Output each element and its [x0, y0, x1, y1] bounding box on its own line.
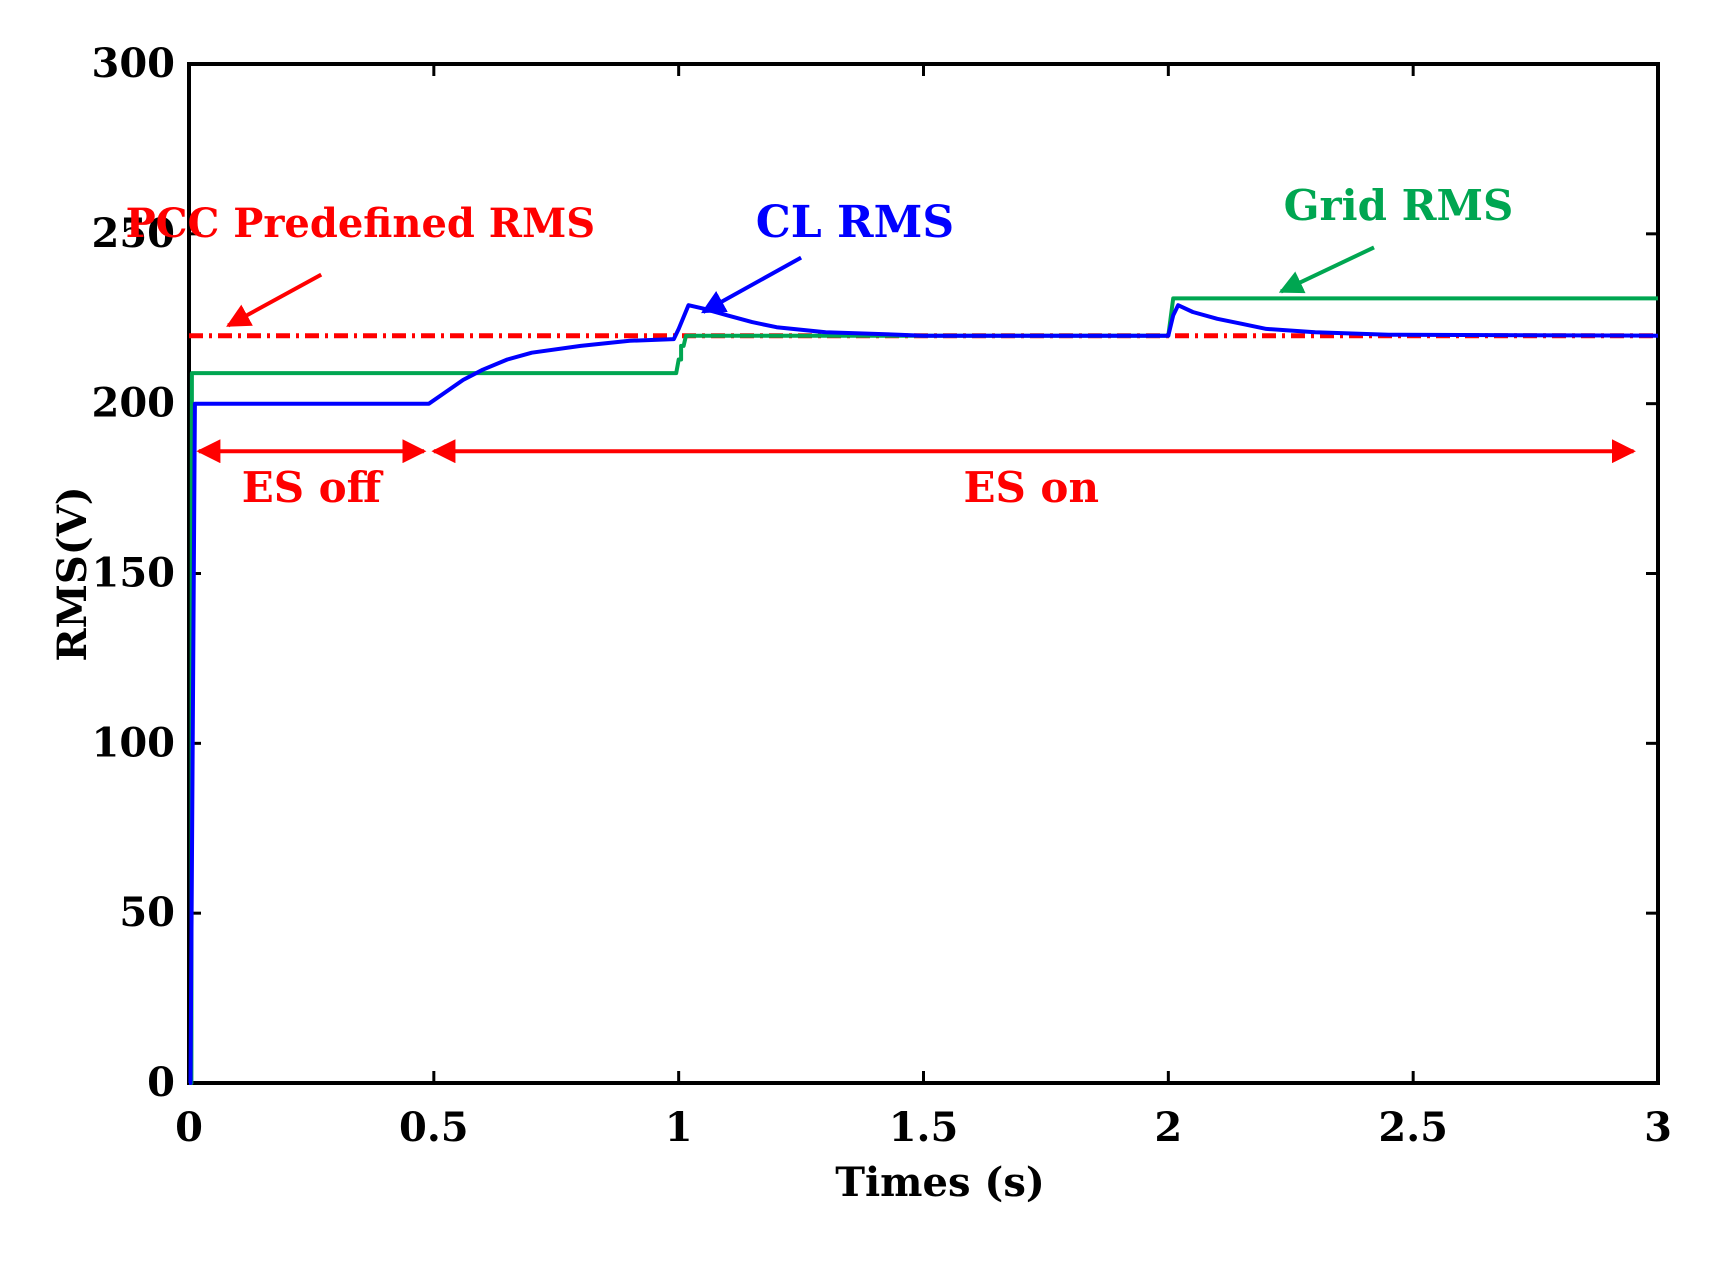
y-tick-label: 50 [119, 889, 175, 936]
arrow-grid-rms [1278, 245, 1375, 294]
label-cl-rms: CL RMS [756, 197, 954, 248]
label-pcc-predefined-rms: PCC Predefined RMS [126, 200, 596, 247]
y-tick-label: 150 [92, 550, 176, 597]
plot-frame [187, 62, 1660, 1085]
x-axis-ticks: 0 0.5 1 1.5 2 2.5 3 [175, 64, 1672, 1151]
y-axis-title: RMS(V) [49, 486, 96, 661]
series-cl-rms [188, 303, 1659, 1085]
x-tick-label: 3 [1644, 1104, 1672, 1151]
label-grid-rms: Grid RMS [1284, 181, 1514, 230]
arrow-cl-rms [701, 255, 803, 314]
y-tick-label: 300 [92, 40, 176, 87]
y-axis-ticks: 0 50 100 150 200 250 300 [92, 40, 1658, 1106]
x-tick-label: 1 [665, 1104, 693, 1151]
x-tick-label: 0 [175, 1104, 203, 1151]
x-tick-label: 2.5 [1378, 1104, 1448, 1151]
label-es-on: ES on [963, 463, 1099, 512]
arrow-pcc-predefined-rms [226, 272, 323, 328]
annotation-layer [226, 245, 1375, 328]
y-tick-label: 250 [92, 210, 176, 257]
x-axis-title: Times (s) [835, 1159, 1045, 1206]
y-tick-label: 0 [147, 1059, 175, 1106]
y-tick-label: 100 [92, 719, 176, 766]
x-tick-label: 1.5 [889, 1104, 959, 1151]
x-tick-label: 2 [1154, 1104, 1182, 1151]
y-tick-label: 200 [92, 380, 176, 427]
x-tick-label: 0.5 [399, 1104, 469, 1151]
label-es-off: ES off [242, 463, 384, 512]
series-layer [188, 296, 1659, 1085]
